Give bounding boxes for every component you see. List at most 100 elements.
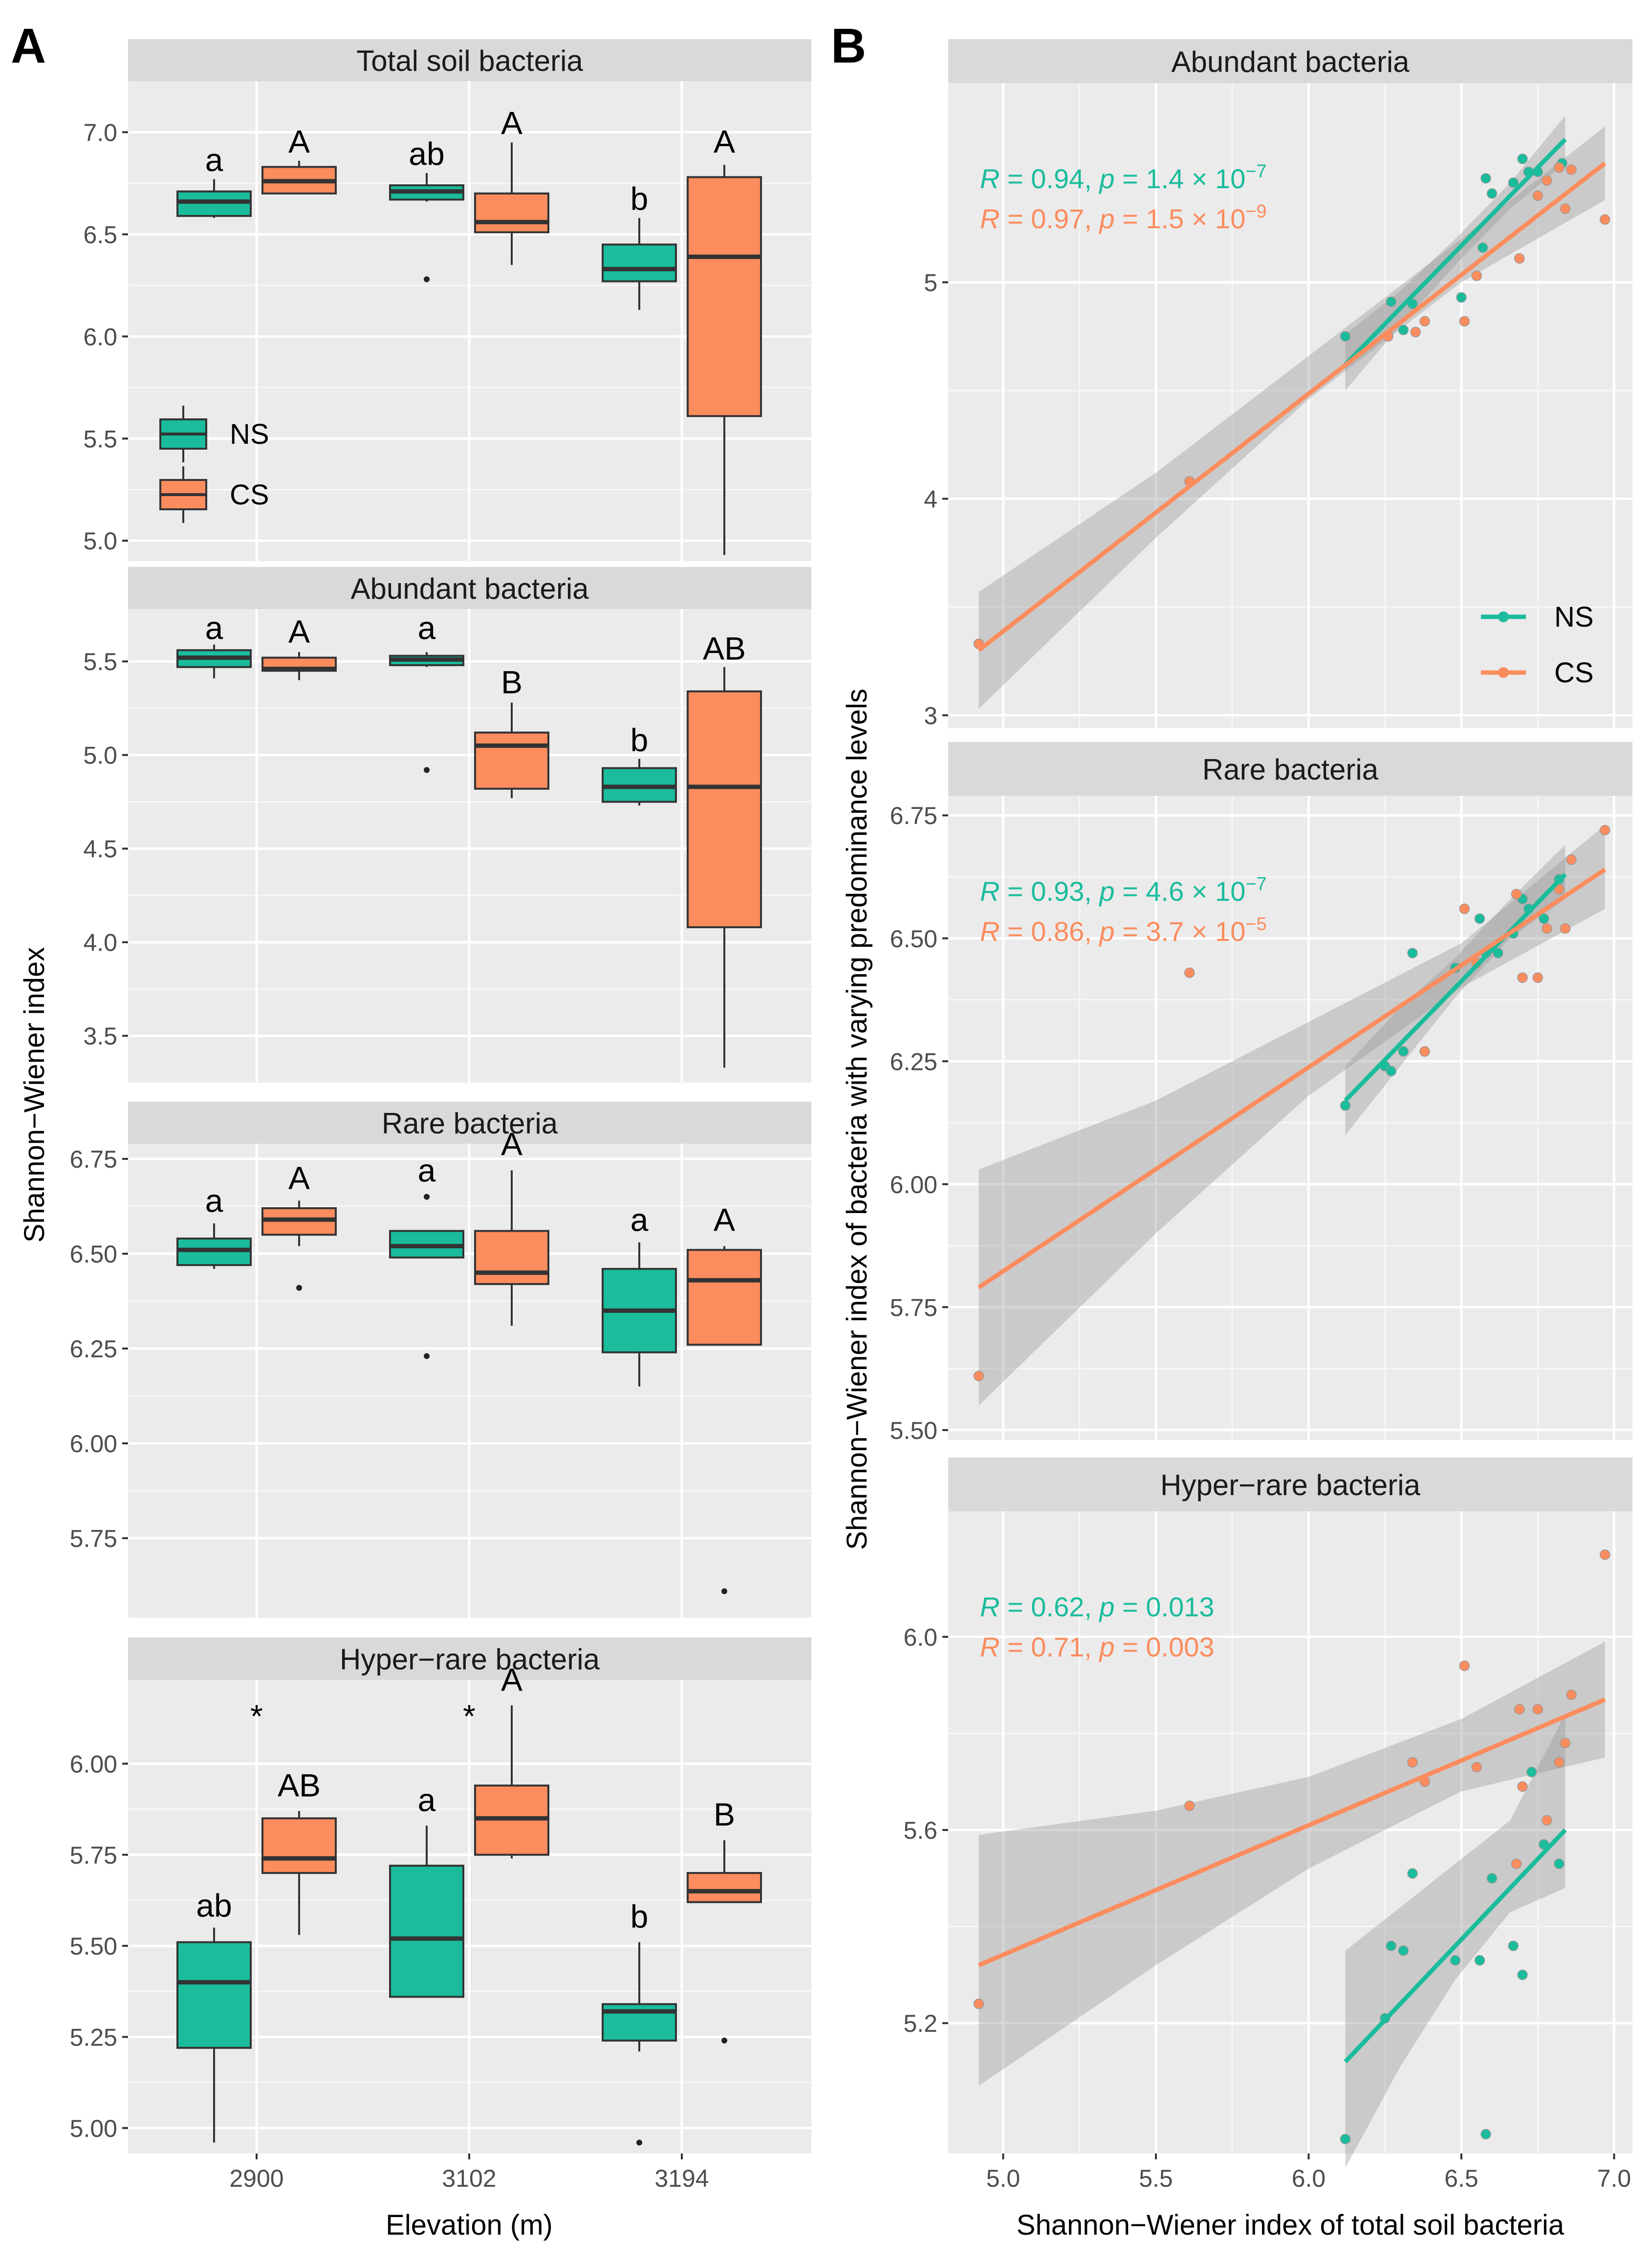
y-tick-label: 6.25 — [890, 1048, 937, 1075]
data-point-ns — [1340, 2133, 1351, 2145]
data-point-ns — [1486, 188, 1498, 199]
panel-a-facet-3: Hyper−rare bacteria 5.00 5.25 5.50 5.75 6.00 a… — [70, 1637, 811, 2192]
significance-letter: B — [714, 1796, 735, 1832]
y-tick-label: 5.75 — [890, 1294, 937, 1321]
y-tick-label: 6.75 — [890, 802, 937, 829]
data-point-ns — [1486, 1873, 1498, 1884]
data-point-cs — [1511, 1858, 1522, 1869]
panel-a-facet-2-strip — [128, 1102, 811, 1144]
data-point-ns — [1493, 948, 1503, 958]
regression-line-cs — [978, 868, 1607, 1289]
box-body — [389, 1865, 464, 1998]
stat-equals: = — [1000, 203, 1031, 234]
y-tick-label: 6.00 — [70, 1430, 117, 1458]
x-tick-label: 6.0 — [1292, 2165, 1326, 2192]
y-tick-label: 6.75 — [70, 1146, 117, 1173]
panel-a-y-axis-title: Shannon−Wiener index — [19, 947, 50, 1243]
data-point-ns — [1386, 1940, 1396, 1951]
stat-r-symbol: R — [980, 1632, 1000, 1662]
y-tick-label: 7.0 — [83, 119, 117, 146]
box-cs: AB — [261, 1767, 337, 1935]
data-point-cs — [1459, 316, 1470, 326]
regression-line-ns — [1344, 138, 1567, 366]
outlier-point — [424, 1194, 430, 1200]
panel-a-facet-0-strip — [128, 39, 811, 81]
stat-p-exponent: −9 — [1245, 201, 1266, 222]
y-tick-label: 6.0 — [903, 1624, 937, 1651]
data-point-cs — [1511, 889, 1522, 899]
stat-equals: = — [1000, 1591, 1031, 1622]
data-point-cs — [1514, 253, 1525, 264]
box-cs: B — [474, 664, 549, 798]
stat-equals: = — [1115, 876, 1146, 907]
data-point-ns — [1517, 153, 1528, 164]
box-body — [687, 1249, 762, 1346]
data-point-cs — [1419, 1046, 1430, 1057]
box-ns: ab — [176, 1888, 252, 2143]
data-point-ns — [1386, 296, 1396, 307]
data-point-cs — [973, 1998, 984, 2009]
stat-p-symbol: p — [1098, 1591, 1114, 1622]
data-point-cs — [1566, 1689, 1577, 1700]
data-point-ns — [1539, 913, 1549, 924]
significance-letter: A — [501, 1126, 522, 1162]
x-tick-label: 5.0 — [986, 2165, 1021, 2192]
data-point-cs — [1554, 162, 1565, 173]
significance-letter: a — [205, 142, 223, 178]
data-point-ns — [1450, 1955, 1461, 1966]
data-point-cs — [1532, 1704, 1543, 1715]
box-ns: a — [602, 1201, 677, 1387]
y-tick-label: 6.50 — [70, 1240, 117, 1268]
box-body — [176, 1941, 252, 2049]
panel-a-x-axis-title: Elevation (m) — [386, 2209, 553, 2241]
significance-letter: AB — [278, 1767, 321, 1804]
box-cs: AB — [687, 630, 762, 1068]
data-point-cs — [1566, 164, 1577, 175]
significance-letter: b — [630, 180, 649, 217]
outlier-point — [721, 2037, 727, 2044]
stat-p-symbol: p — [1098, 916, 1114, 947]
data-point-cs — [1542, 923, 1552, 934]
y-tick-label: 6.5 — [83, 221, 117, 248]
data-point-ns — [1386, 1066, 1396, 1077]
stat-annotation-cs: R = 0.86, p = 3.7 × 10−5 — [980, 914, 1267, 947]
significance-letter: a — [205, 609, 223, 646]
stat-equals: = — [1115, 203, 1146, 234]
significance-letter: A — [714, 1201, 735, 1238]
panel-b-facet-0-strip — [948, 39, 1632, 83]
regression-line-ns — [1344, 872, 1567, 1102]
stat-annotation-cs: R = 0.97, p = 1.5 × 10−9 — [980, 201, 1267, 234]
stat-p-value: 0.013 — [1146, 1591, 1214, 1622]
x-tick-label: 6.5 — [1444, 2165, 1478, 2192]
data-point-cs — [973, 1371, 984, 1381]
significance-letter: A — [288, 1160, 310, 1196]
stat-comma: , — [1084, 1591, 1099, 1622]
panel-a-facet-1-strip — [128, 567, 811, 609]
data-point-ns — [1517, 1969, 1528, 1980]
y-tick-label: 3 — [924, 702, 937, 729]
box-ns: a — [389, 609, 464, 773]
stat-r-value: 0.62 — [1031, 1591, 1084, 1622]
box-cs: A — [261, 613, 337, 680]
significance-letter: a — [418, 1782, 436, 1818]
data-point-ns — [1407, 299, 1418, 309]
y-tick-label: 4 — [924, 485, 937, 513]
significance-letter: b — [630, 1898, 649, 1935]
y-tick-label: 6.00 — [70, 1750, 117, 1778]
y-tick-label: 5.25 — [70, 2023, 117, 2051]
panel-a-facet-2-title: Rare bacteria — [382, 1107, 558, 1140]
stat-comma: , — [1084, 876, 1099, 907]
stat-equals: = — [1000, 916, 1031, 947]
data-point-ns — [1340, 1100, 1351, 1111]
panel-b: Abundant bacteria 3 4 5 R = 0.94, p = 1.4 × … — [890, 39, 1632, 2192]
stat-r-value: 0.86 — [1031, 916, 1084, 947]
stat-p-base: 3.7 × 10 — [1146, 916, 1245, 947]
stat-annotation-ns: R = 0.93, p = 4.6 × 10−7 — [980, 874, 1267, 907]
data-point-cs — [1471, 270, 1482, 281]
regression-line-cs — [978, 1697, 1606, 1967]
data-point-ns — [1398, 1945, 1409, 1956]
box-ns: a — [389, 1153, 464, 1359]
stat-p-exponent: −7 — [1245, 874, 1266, 894]
panel-b-y-axis-title: Shannon−Wiener index of bacteria with va… — [841, 689, 873, 1550]
